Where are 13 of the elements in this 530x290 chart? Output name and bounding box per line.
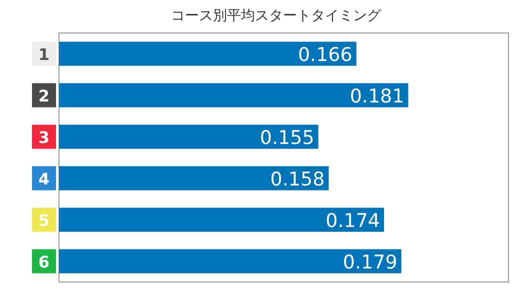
- y-tick-label: 4: [38, 169, 50, 188]
- data-label: 0.158: [270, 168, 325, 190]
- y-tick-label: 5: [38, 210, 50, 230]
- data-label: 0.179: [342, 251, 398, 274]
- y-tick-label: 3: [38, 128, 50, 147]
- y-tick-label: 1: [38, 44, 50, 64]
- chart-title: コース別平均スタートタイミング: [170, 8, 382, 24]
- data-label: 0.181: [350, 85, 404, 108]
- y-tick-label: 6: [38, 252, 50, 272]
- y-tick-label: 2: [38, 86, 50, 106]
- data-label: 0.174: [326, 210, 380, 232]
- data-label: 0.166: [298, 44, 352, 66]
- data-label: 0.155: [260, 126, 314, 149]
